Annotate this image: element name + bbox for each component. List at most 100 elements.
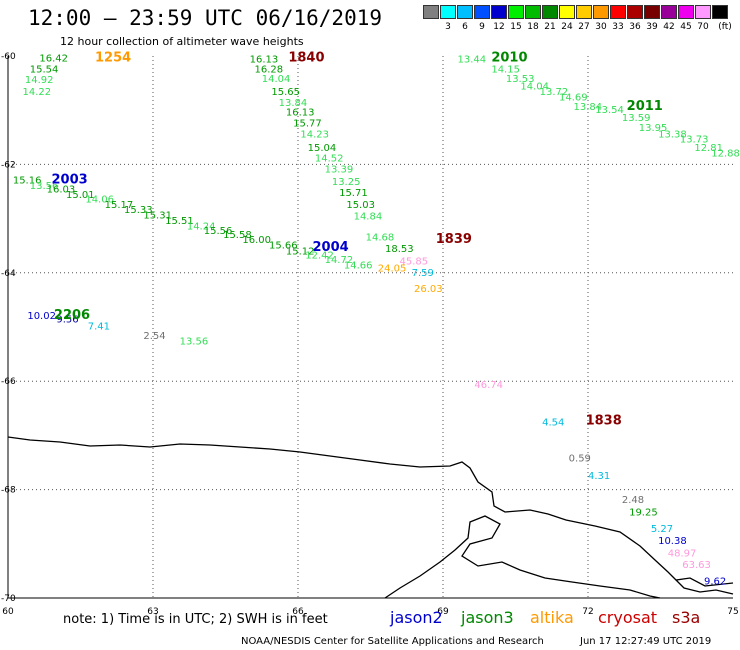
credit-line: NOAA/NESDIS Center for Satellite Applica…	[241, 636, 544, 647]
wave-height-value: 14.22	[23, 87, 52, 98]
wave-height-value: 4.31	[588, 471, 610, 482]
wave-height-value: 2.48	[622, 495, 644, 506]
color-scale-swatch	[661, 5, 677, 19]
map-title: 12:00 – 23:59 UTC 06/16/2019	[28, 6, 383, 30]
wave-height-value: 63.63	[682, 560, 711, 571]
wave-height-value: 14.52	[315, 154, 344, 165]
wave-height-value: 5.27	[651, 524, 673, 535]
wave-height-value: 15.54	[30, 64, 59, 75]
wave-height-value: 15.51	[165, 216, 194, 227]
wave-height-value: 16.13	[250, 55, 279, 66]
color-scale-label: 39	[646, 22, 658, 32]
wave-height-value: 13.73	[680, 135, 709, 146]
color-scale-swatch	[593, 5, 609, 19]
generated-timestamp: Jun 17 12:27:49 UTC 2019	[580, 636, 712, 647]
wave-height-value: 14.69	[559, 92, 588, 103]
wave-height-value: 15.31	[143, 211, 172, 222]
wave-height-value: 7.41	[88, 322, 110, 333]
wave-height-value: 10.02	[27, 311, 56, 322]
wave-height-value: 14.15	[491, 64, 520, 75]
color-scale-swatch	[576, 5, 592, 19]
wave-height-value: 15.17	[105, 200, 134, 211]
wave-height-value: 16.13	[286, 108, 315, 119]
axis-ticks: 60 63 66 69 72 75 -60 -62 -64 -66 -68 -70	[1, 52, 739, 617]
color-scale-label: 36	[629, 22, 641, 32]
wave-height-value: 15.04	[308, 143, 337, 154]
pass-time-label: 2010	[491, 50, 527, 65]
wave-height-value: 15.65	[271, 87, 300, 98]
lat-tick-label: -68	[1, 486, 16, 496]
wave-height-value: 4.54	[542, 418, 564, 429]
graticule	[7, 56, 733, 599]
wave-height-value: 10.38	[658, 536, 687, 547]
lat-tick-label: -62	[1, 160, 16, 170]
pass-time-label: 1838	[586, 414, 622, 429]
wave-values: 16.4215.5414.9214.2216.1316.2814.0415.65…	[13, 53, 740, 587]
color-scale-label: 3	[445, 22, 451, 32]
wave-height-value: 15.12	[286, 246, 315, 257]
color-scale-unit: (ft)	[718, 22, 732, 32]
wave-height-value: 15.33	[124, 205, 153, 216]
map-subtitle: 12 hour collection of altimeter wave hei…	[60, 35, 304, 48]
wave-height-value: 16.42	[39, 53, 68, 64]
wave-height-value: 26.03	[414, 284, 443, 295]
color-scale-label: 6	[462, 22, 468, 32]
wave-height-value: 15.66	[269, 240, 298, 251]
wave-height-value: 13.54	[595, 105, 624, 116]
wave-height-value: 15.71	[339, 188, 368, 199]
wave-height-value: 16.28	[255, 64, 284, 75]
footnote: note: 1) Time is in UTC; 2) SWH is in fe…	[63, 612, 328, 627]
color-scale-swatch	[525, 5, 541, 19]
wave-height-value: 13.39	[325, 165, 354, 176]
pass-times: 1254 1840 2010 2011 2003 2004 1839 2206 1838	[52, 50, 663, 428]
color-scale-swatch	[474, 5, 490, 19]
color-scale-label: 9	[479, 22, 485, 32]
pass-time-label: 2003	[52, 172, 88, 187]
color-scale-swatch	[610, 5, 626, 19]
wave-height-value: 13.56	[30, 181, 59, 192]
wave-height-value: 14.04	[520, 82, 549, 93]
wave-height-value: 19.25	[629, 508, 658, 519]
color-scale-swatch	[440, 5, 456, 19]
wave-height-value: 15.77	[293, 118, 322, 129]
legend-altika: altika	[530, 608, 574, 627]
color-scale-label: 27	[578, 22, 590, 32]
lon-tick-label: 60	[2, 607, 14, 617]
color-scale-label: 42	[663, 22, 675, 32]
pass-time-label: 1839	[436, 232, 472, 247]
wave-height-value: 2.54	[143, 331, 165, 342]
legend-cryosat: cryosat	[598, 608, 658, 627]
wave-height-value: 13.59	[622, 113, 651, 124]
wave-height-value: 13.84	[574, 102, 603, 113]
wave-height-value: 15.56	[204, 226, 233, 237]
wave-height-value: 9.56	[56, 315, 78, 326]
wave-height-value: 7.59	[412, 268, 434, 279]
wave-height-value: 14.84	[354, 212, 383, 223]
color-scale-swatch	[491, 5, 507, 19]
color-scale-label: 12	[493, 22, 505, 32]
wave-height-value: 12.81	[694, 143, 723, 154]
wave-height-value: 24.05	[378, 264, 407, 275]
wave-height-value: 9.62	[704, 576, 726, 587]
wave-height-value: 14.66	[344, 260, 373, 271]
legend-s3a: s3a	[672, 608, 701, 627]
wave-height-value: 45.85	[400, 257, 429, 268]
wave-height-value: 14.24	[187, 221, 216, 232]
wave-height-value: 14.68	[366, 232, 395, 243]
pass-time-label: 1254	[95, 50, 131, 65]
lat-tick-label: -60	[1, 52, 16, 62]
color-scale-swatch	[559, 5, 575, 19]
pass-time-label: 2004	[313, 240, 349, 255]
color-scale-swatch	[695, 5, 711, 19]
coastline-main	[7, 436, 734, 587]
color-scale-label: 21	[544, 22, 556, 32]
wave-height-value: 0.59	[569, 453, 591, 464]
wave-height-value: 13.44	[458, 55, 487, 66]
wave-height-value: 14.92	[25, 75, 54, 86]
wave-height-value: 14.72	[325, 255, 354, 266]
lon-tick-label: 72	[582, 607, 593, 617]
coastline-point	[675, 579, 734, 595]
wave-height-value: 12.88	[711, 148, 740, 159]
color-scale-swatch	[508, 5, 524, 19]
